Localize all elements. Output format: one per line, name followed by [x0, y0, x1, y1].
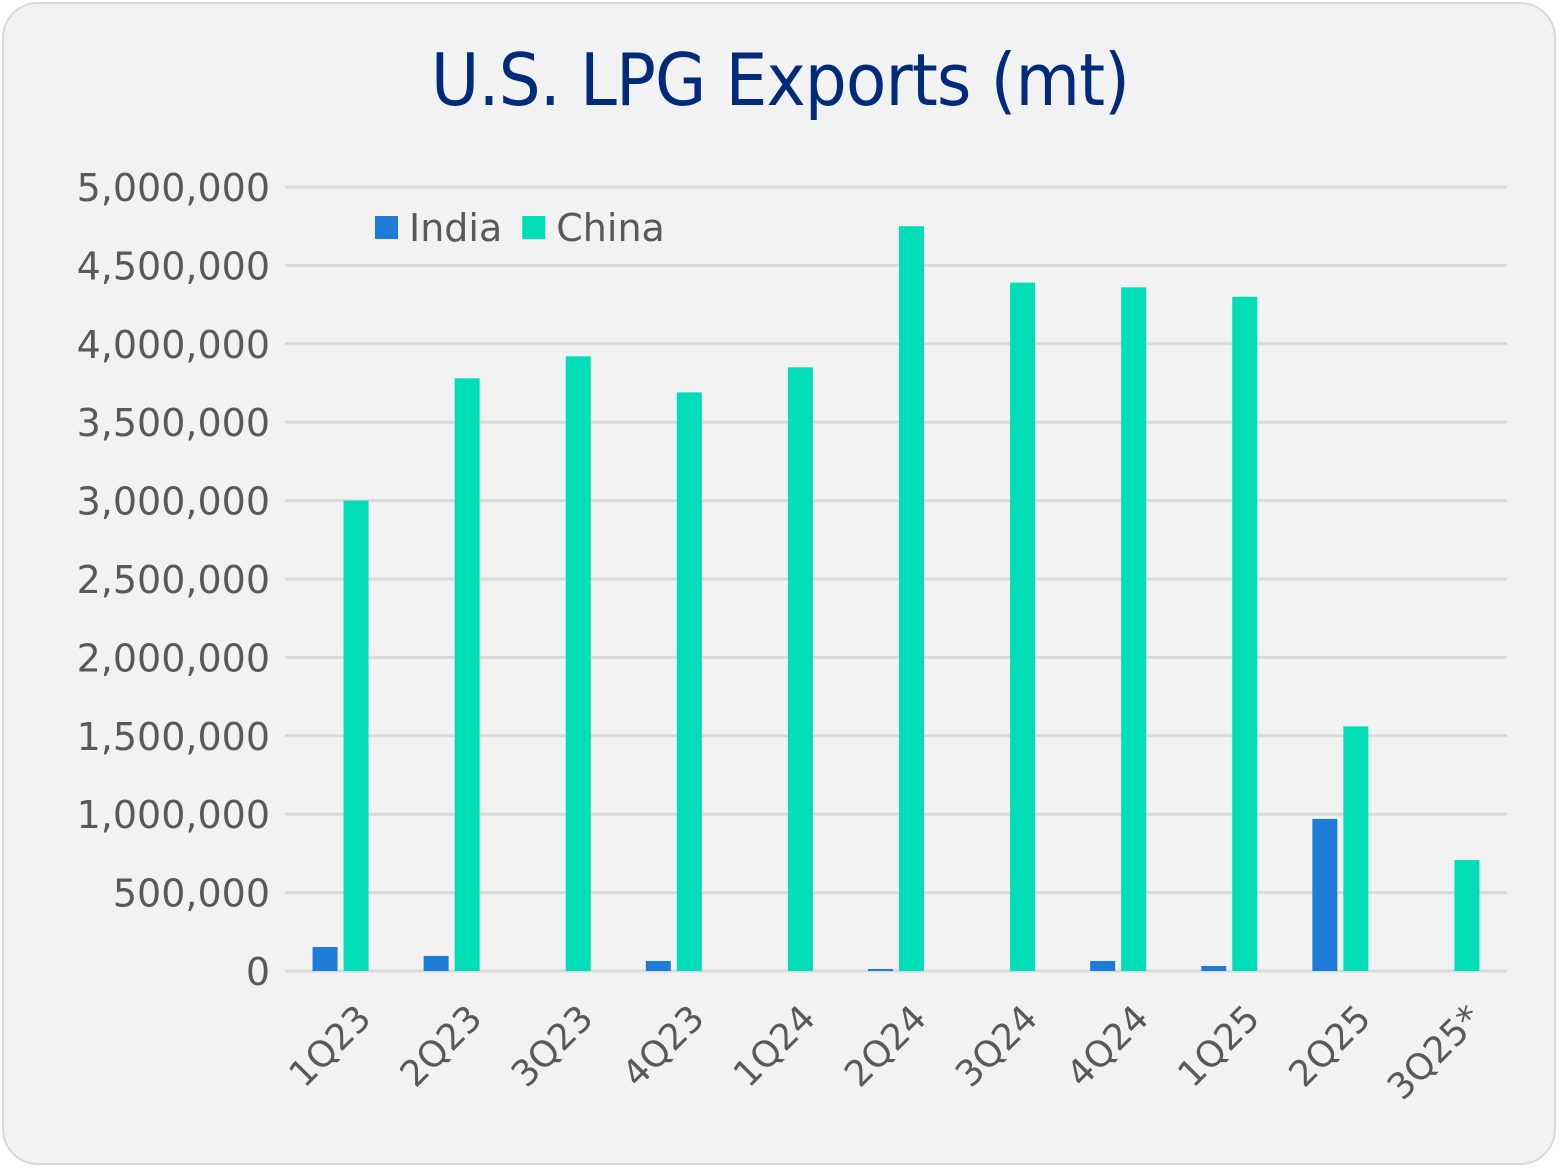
- y-tick-label: 3,000,000: [77, 480, 270, 524]
- legend-swatch-india: [375, 216, 398, 239]
- y-axis-ticks: 0 500,000 1,000,000 1,500,000 2,000,000 2,500…: [77, 166, 270, 994]
- gridlines: [285, 185, 1507, 973]
- x-tick-label: 3Q23: [504, 998, 602, 1096]
- legend-label-india: India: [409, 206, 502, 250]
- bar-india: [1201, 965, 1227, 971]
- x-tick-label: 1Q24: [726, 998, 824, 1096]
- x-axis-ticks: 1Q23 2Q23 3Q23 4Q23 1Q24 2Q24 3Q24 4Q24 1Q25 2Q25…: [282, 998, 1491, 1108]
- bar-india: [1312, 818, 1338, 971]
- legend-label-china: China: [556, 206, 665, 250]
- bar-china: [1232, 296, 1258, 971]
- bar-india: [1090, 960, 1116, 971]
- bar-china: [1121, 287, 1147, 971]
- bar-china: [899, 226, 924, 971]
- bar-china: [1010, 282, 1036, 971]
- bar-china: [787, 367, 813, 971]
- bars: [312, 226, 1480, 972]
- y-tick-label: 500,000: [113, 872, 270, 916]
- y-tick-label: 2,000,000: [77, 636, 270, 680]
- bar-china: [1343, 726, 1369, 971]
- bar-china: [565, 356, 591, 971]
- y-tick-label: 5,000,000: [77, 166, 270, 210]
- x-tick-label: 1Q23: [282, 998, 380, 1096]
- bar-china: [1454, 859, 1480, 971]
- x-tick-label: 4Q23: [615, 998, 713, 1096]
- bar-china: [343, 500, 369, 971]
- y-tick-label: 4,000,000: [77, 323, 270, 367]
- bar-china: [454, 378, 480, 971]
- legend: India China: [375, 206, 665, 250]
- bar-india: [645, 960, 671, 971]
- x-tick-label: 2Q25: [1281, 998, 1379, 1096]
- x-tick-label: 4Q24: [1059, 998, 1157, 1096]
- y-tick-label: 1,500,000: [77, 715, 270, 759]
- bar-china: [676, 392, 702, 972]
- y-tick-label: 0: [246, 950, 270, 994]
- y-tick-label: 1,000,000: [77, 793, 270, 837]
- bar-india: [868, 968, 893, 971]
- legend-swatch-china: [522, 216, 546, 239]
- y-tick-label: 3,500,000: [77, 401, 270, 445]
- x-tick-label: 3Q25*: [1380, 998, 1490, 1108]
- x-tick-label: 3Q24: [948, 998, 1046, 1096]
- y-tick-label: 2,500,000: [77, 558, 270, 602]
- x-tick-label: 2Q23: [393, 998, 491, 1096]
- bar-india: [423, 955, 449, 971]
- x-tick-label: 1Q25: [1170, 998, 1268, 1096]
- x-tick-label: 2Q24: [837, 998, 935, 1096]
- bar-india: [312, 947, 338, 971]
- y-tick-label: 4,500,000: [77, 244, 270, 288]
- chart-title: U.S. LPG Exports (mt): [430, 38, 1130, 122]
